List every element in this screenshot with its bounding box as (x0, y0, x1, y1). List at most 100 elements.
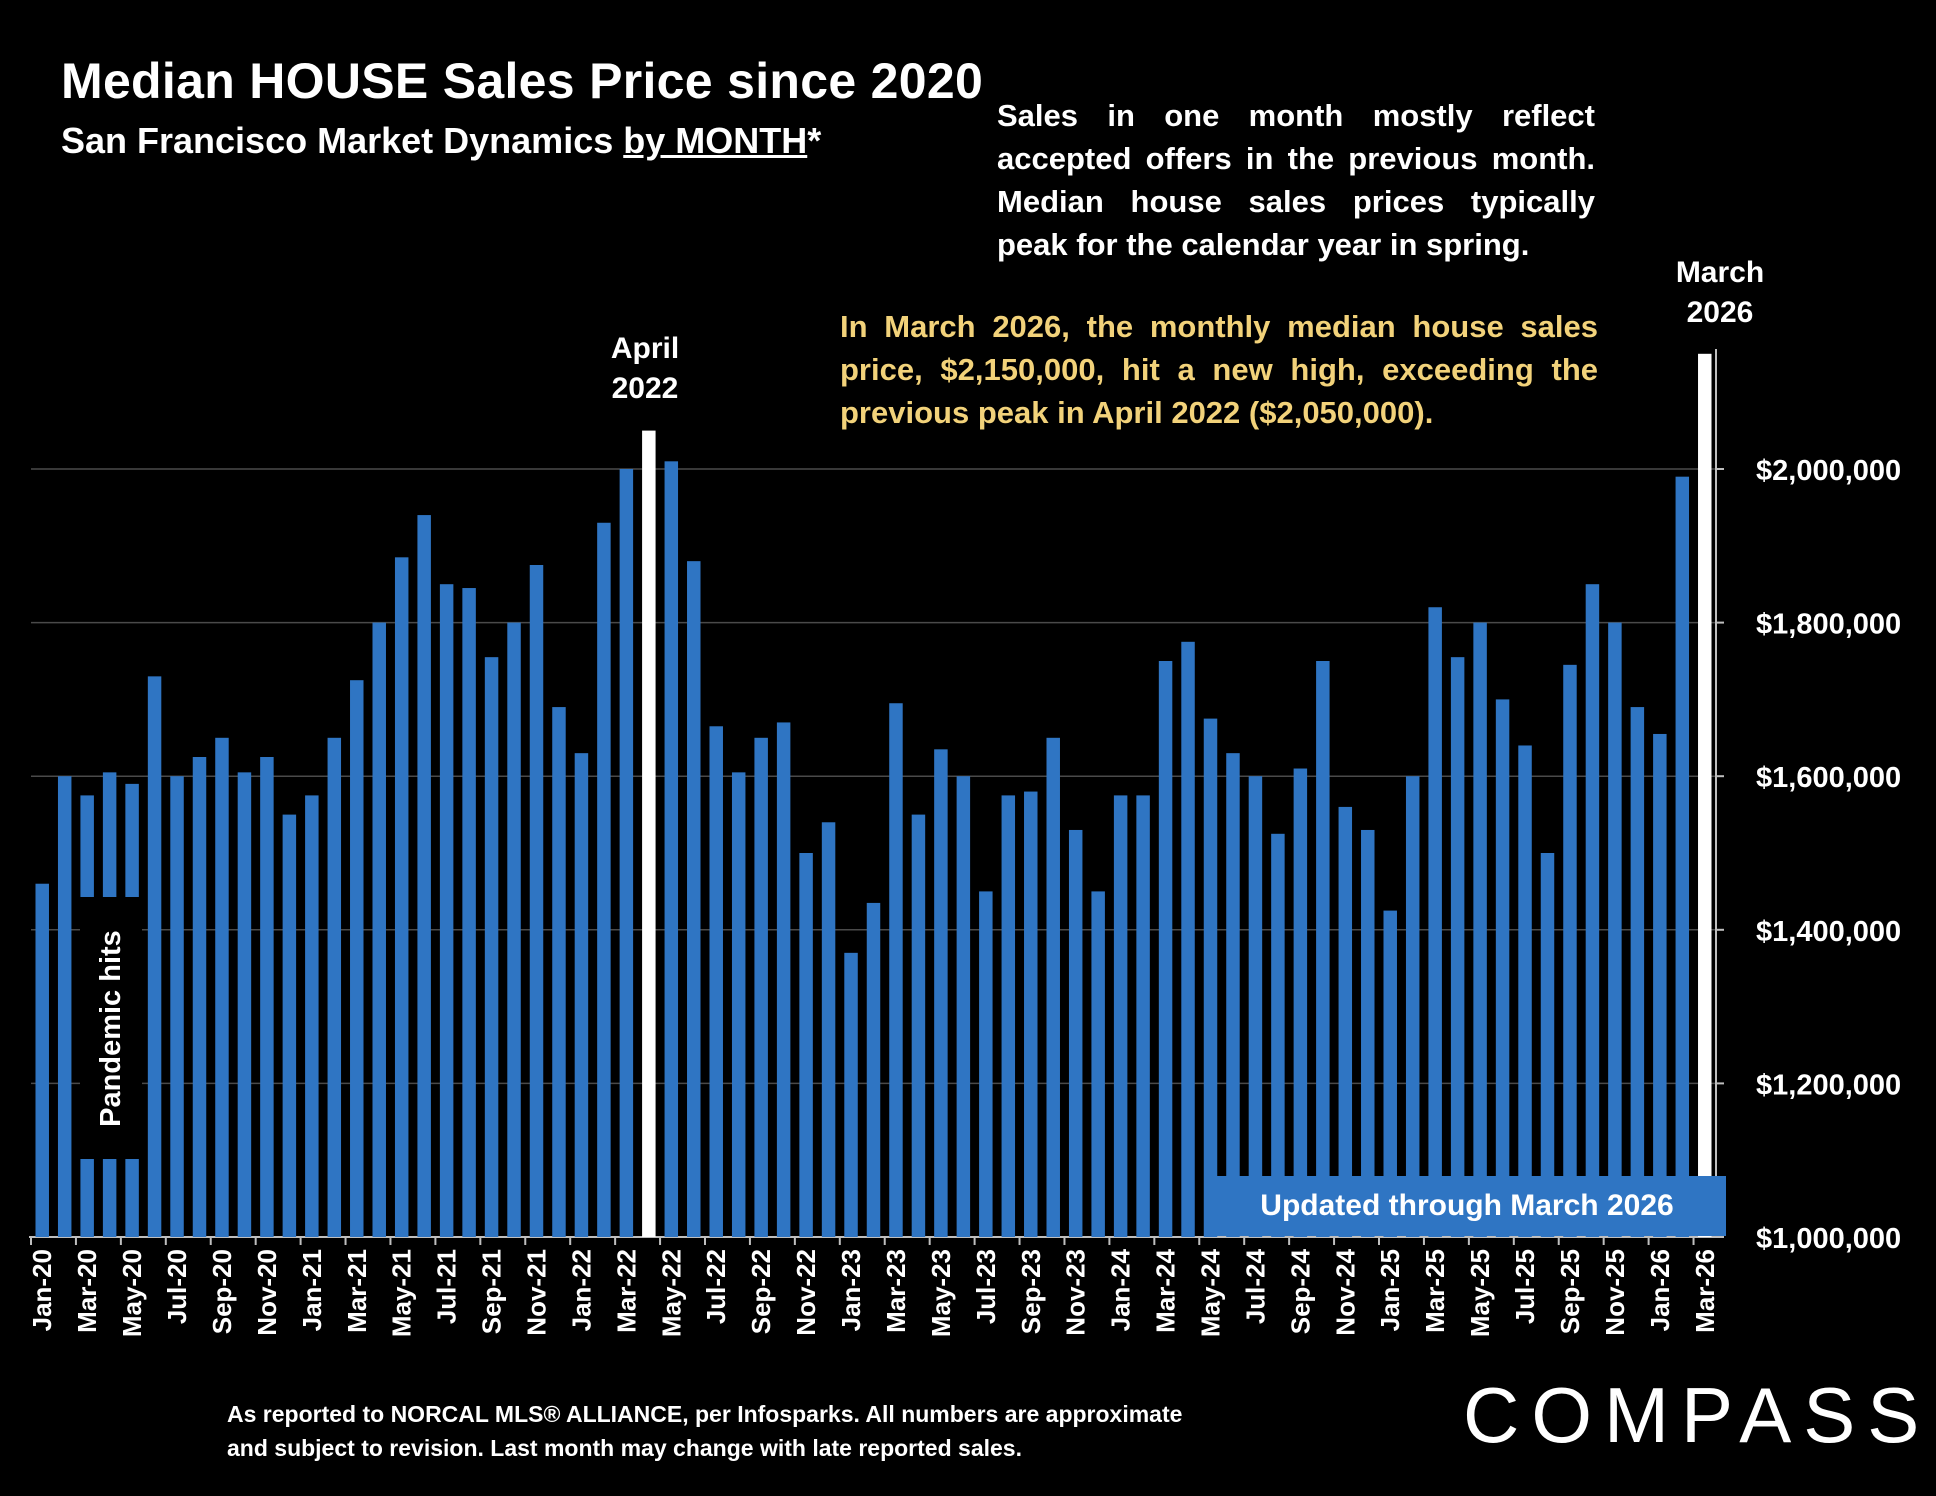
bar-feb-20 (57, 776, 72, 1237)
y-tick-label: $1,400,000 (1756, 916, 1901, 948)
compass-logo: COMPASS (1463, 1371, 1932, 1459)
chart-subtitle: San Francisco Market Dynamics by MONTH* (61, 120, 821, 162)
bar-feb-24 (1136, 795, 1150, 1237)
x-tick-label: Nov-20 (252, 1249, 282, 1336)
bar-jul-23 (979, 891, 993, 1237)
bar-dec-20 (282, 814, 297, 1237)
bar-aug-21 (462, 588, 476, 1237)
x-tick-label: Nov-25 (1600, 1249, 1630, 1336)
april-2022-label-line2: 2022 (611, 372, 679, 405)
bar-sep-25 (1563, 664, 1577, 1237)
x-tick-label: Sep-21 (477, 1249, 507, 1334)
bar-mar-25 (1428, 607, 1442, 1237)
chart-title: Median HOUSE Sales Price since 2020 (61, 53, 984, 109)
bar-may-23 (934, 749, 948, 1237)
bar-dec-22 (821, 822, 836, 1237)
bar-feb-21 (327, 737, 342, 1237)
bar-may-22 (664, 461, 679, 1237)
x-tick-label: May-24 (1196, 1248, 1226, 1337)
x-tick-label: Mar-23 (881, 1249, 911, 1333)
bar-sep-21 (484, 657, 499, 1237)
x-tick-label: Mar-21 (342, 1249, 372, 1333)
bar-sep-20 (215, 737, 229, 1237)
bar-sep-23 (1024, 791, 1038, 1237)
bar-jun-22 (687, 561, 701, 1237)
bar-sep-22 (754, 737, 768, 1237)
x-tick-label: Nov-24 (1330, 1248, 1360, 1335)
bar-apr-25 (1450, 657, 1465, 1237)
bar-mar-22 (619, 469, 634, 1237)
bar-jul-25 (1518, 745, 1532, 1237)
x-tick-label: Mar-26 (1690, 1249, 1720, 1333)
bar-jun-21 (417, 515, 431, 1237)
bar-nov-21 (529, 565, 544, 1237)
x-tick-label: May-25 (1465, 1249, 1495, 1337)
bar-nov-24 (1338, 806, 1353, 1237)
bar-jun-25 (1495, 699, 1510, 1237)
x-tick-label: Mar-24 (1151, 1248, 1181, 1332)
bar-aug-25 (1540, 853, 1555, 1237)
x-tick-label: Jan-26 (1645, 1249, 1675, 1331)
footnote-line1: As reported to NORCAL MLS® ALLIANCE, per… (227, 1401, 1183, 1427)
subtitle-underlined: by MONTH (623, 120, 808, 161)
bar-mar-24 (1158, 661, 1173, 1237)
bar-jul-21 (439, 584, 454, 1237)
bar-mar-23 (889, 703, 903, 1237)
bar-oct-24 (1316, 661, 1330, 1237)
updated-badge: Updated through March 2026 (1208, 1176, 1726, 1236)
x-tick-label: Sep-20 (207, 1249, 237, 1334)
footnote-line2: and subject to revision. Last month may … (227, 1435, 1022, 1461)
bar-may-24 (1203, 718, 1218, 1237)
bar-jan-24 (1113, 795, 1128, 1237)
pandemic-label: Pandemic hits (94, 929, 127, 1127)
bar-jun-20 (147, 676, 162, 1237)
x-tick-label: Jan-21 (297, 1249, 327, 1331)
x-tick-label: Mar-25 (1420, 1249, 1450, 1333)
x-tick-label: Sep-25 (1555, 1249, 1585, 1334)
x-tick-label: May-21 (387, 1249, 417, 1337)
bar-apr-22 (642, 430, 656, 1238)
bar-jan-21 (305, 795, 319, 1237)
y-tick-label: $2,000,000 (1756, 455, 1901, 487)
bar-aug-20 (192, 757, 207, 1237)
x-tick-label: Nov-21 (522, 1249, 552, 1336)
bar-nov-22 (799, 853, 813, 1237)
march-2026-label-line2: 2026 (1686, 296, 1754, 329)
bar-apr-24 (1181, 641, 1195, 1237)
x-tick-label: Mar-22 (611, 1249, 641, 1333)
bar-jan-20 (35, 883, 49, 1237)
bar-jul-22 (709, 726, 723, 1237)
bar-may-21 (394, 557, 409, 1237)
bar-dec-24 (1361, 829, 1375, 1237)
march-2026-label: March 2026 (1667, 253, 1773, 333)
bar-oct-25 (1585, 584, 1600, 1237)
x-tick-label: Sep-24 (1285, 1248, 1315, 1334)
bar-apr-23 (911, 814, 926, 1237)
bar-jan-26 (1653, 733, 1667, 1237)
x-tick-label: Jul-21 (432, 1249, 462, 1324)
bar-aug-24 (1271, 833, 1285, 1237)
bar-nov-23 (1068, 829, 1083, 1237)
subtitle-suffix: * (807, 120, 822, 161)
y-tick-label: $1,800,000 (1756, 609, 1901, 641)
new-high-note: In March 2026, the monthly median house … (840, 309, 1598, 430)
x-tick-label: Nov-23 (1061, 1249, 1091, 1336)
x-tick-label: Jan-20 (27, 1249, 57, 1331)
bar-jun-24 (1226, 753, 1240, 1237)
bar-mar-26 (1698, 353, 1712, 1237)
y-tick-label: $1,000,000 (1756, 1223, 1901, 1255)
x-tick-label: Jan-24 (1106, 1248, 1136, 1331)
bar-may-25 (1473, 622, 1487, 1237)
bar-aug-22 (731, 772, 746, 1237)
x-tick-label: May-22 (656, 1249, 686, 1337)
x-tick-label: Jul-22 (701, 1249, 731, 1324)
bar-jul-24 (1248, 776, 1263, 1237)
bar-jul-20 (170, 776, 184, 1237)
bar-feb-22 (597, 522, 611, 1237)
x-tick-label: Mar-20 (72, 1249, 102, 1333)
subtitle-main: San Francisco Market Dynamics (61, 120, 624, 161)
x-tick-label: Jul-20 (162, 1249, 192, 1324)
pandemic-annotation: Pandemic hits (80, 897, 142, 1159)
x-tick-label: Jan-22 (566, 1249, 596, 1331)
